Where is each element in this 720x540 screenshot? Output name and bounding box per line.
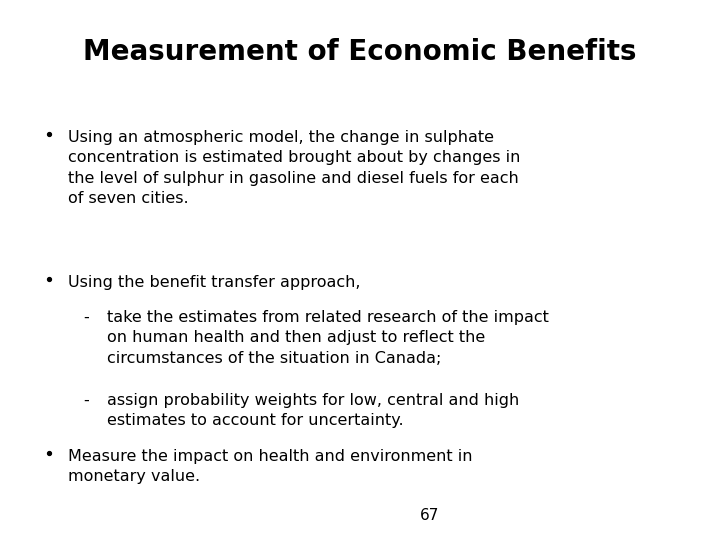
Text: -: -	[83, 393, 89, 408]
Text: Measurement of Economic Benefits: Measurement of Economic Benefits	[84, 38, 636, 66]
Text: assign probability weights for low, central and high
estimates to account for un: assign probability weights for low, cent…	[107, 393, 519, 428]
Text: Measure the impact on health and environment in
monetary value.: Measure the impact on health and environ…	[68, 449, 473, 484]
Text: Using the benefit transfer approach,: Using the benefit transfer approach,	[68, 275, 361, 290]
Text: 67: 67	[420, 508, 440, 523]
Text: Using an atmospheric model, the change in sulphate
concentration is estimated br: Using an atmospheric model, the change i…	[68, 130, 521, 206]
Text: -: -	[83, 310, 89, 325]
Text: take the estimates from related research of the impact
on human health and then : take the estimates from related research…	[107, 310, 549, 366]
